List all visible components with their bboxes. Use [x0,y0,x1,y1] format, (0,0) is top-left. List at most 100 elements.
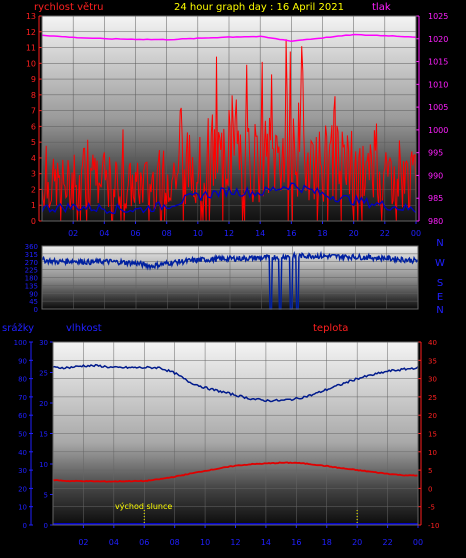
compass-label: W [435,258,445,269]
weather-x-label: 08 [170,538,180,547]
temperature-axis-label: 40 [428,339,437,347]
pressure-axis-label: 1020 [428,35,448,44]
pressure-axis-label: 1000 [428,126,448,135]
wind-axis-label: 1 [31,201,36,210]
weather-x-label: 02 [78,538,88,547]
wind-axis-label: 2 [31,185,36,194]
wind-axis-label: 9 [31,75,36,84]
rain-axis-label: 70 [18,394,27,402]
weather-x-label: 22 [382,538,392,547]
wind-x-label: 08 [162,229,172,238]
wind-direction-line [41,250,419,310]
rain-axis-label: 30 [18,467,27,475]
wind-x-label: 04 [99,229,109,238]
rain-label: srážky [2,322,34,334]
direction-axis-label: 0 [34,306,38,314]
wind-axis-label: 11 [26,44,36,53]
pressure-axis-label: 1005 [428,103,448,112]
wind-axis-label: 3 [31,170,36,179]
wind-axis-label: 13 [26,12,36,21]
direction-axis-label: 135 [25,282,38,290]
weather-x-label: 04 [109,538,119,547]
wind-axis-label: 5 [31,138,36,147]
humidity-label: vlhkost [66,323,102,334]
wind-x-label: 02 [68,229,78,238]
humidity-axis-label: 20 [39,400,48,408]
direction-axis-label: 360 [25,243,38,251]
compass-label: N [436,305,443,316]
direction-axis-label: 270 [25,259,38,267]
wind-x-label: 12 [224,229,234,238]
sunrise-annotation: východ slunce [115,502,172,511]
chart-title: 24 hour graph day : 16 April 2021 [174,2,344,13]
weather-x-label: 00 [413,538,423,547]
panel-wind-frame [41,15,417,222]
rain-axis-label: 40 [18,449,27,457]
wind-x-label: 20 [349,229,359,238]
pressure-axis-label: 1015 [428,58,448,67]
direction-axis-label: 45 [29,298,38,306]
panel-direction-frame [41,245,419,310]
pressure-line [41,33,417,43]
wind-x-label: 00 [411,229,421,238]
weather-x-label: 06 [139,538,149,547]
wind-axis-label: 10 [26,59,36,68]
wind-speed-label: rychlost větru [34,1,104,13]
weather-x-label: 14 [261,538,271,547]
humidity-axis-label: 25 [39,370,48,378]
temperature-axis-label: -5 [428,504,435,512]
pressure-axis-label: 1025 [428,12,448,21]
pressure-axis-label: 985 [428,194,443,203]
rain-axis-label: 20 [18,485,27,493]
wind-axis-label: 8 [31,91,36,100]
wind-x-label: 10 [193,229,203,238]
direction-axis-label: 180 [25,275,38,283]
temperature-axis-label: 5 [428,467,432,475]
humidity-axis-label: 15 [39,431,48,439]
rain-axis-label: 10 [18,504,27,512]
panel-weather-frame [52,341,419,526]
temperature-label: teplota [313,323,348,334]
weather-x-label: 20 [352,538,362,547]
temperature-axis-label: 30 [428,376,437,384]
rain-axis-label: 0 [23,522,27,530]
wind-axis-label: 0 [31,217,36,226]
wind-average-line [41,182,417,215]
humidity-axis-label: 10 [39,461,48,469]
wind-axis-label: 6 [31,122,36,131]
humidity-axis-label: 5 [44,492,48,500]
temperature-line [52,461,419,483]
wind-axis-label: 4 [31,154,36,163]
wind-x-label: 22 [380,229,390,238]
weather-x-label: 16 [291,538,301,547]
weather-x-label: 12 [230,538,240,547]
humidity-axis-label: 0 [44,522,48,530]
temperature-axis-label: 25 [428,394,437,402]
axis-labels: 0123456789101112139809859909951000100510… [14,12,449,547]
data-series [41,33,419,525]
wind-x-label: 14 [255,229,265,238]
pressure-label: tlak [372,2,391,13]
weather-x-label: 10 [200,538,210,547]
compass-label: N [436,238,443,249]
direction-axis-label: 315 [25,251,38,259]
rain-axis-label: 60 [18,412,27,420]
rain-axis-label: 80 [18,376,27,384]
pressure-axis-label: 990 [428,171,443,180]
wind-x-label: 06 [130,229,140,238]
wind-x-label: 18 [317,229,327,238]
pressure-axis-label: 995 [428,149,443,158]
temperature-axis-label: 35 [428,357,437,365]
wind-x-label: 16 [286,229,296,238]
compass-label: E [437,292,443,303]
humidity-axis-label: 30 [39,339,48,347]
weather-x-label: 18 [322,538,332,547]
compass-label: S [437,278,443,289]
temperature-axis-label: 15 [428,431,437,439]
temperature-axis-label: 20 [428,412,437,420]
direction-axis-label: 90 [29,290,38,298]
pressure-axis-label: 980 [428,217,443,226]
temperature-axis-label: -10 [428,522,439,530]
